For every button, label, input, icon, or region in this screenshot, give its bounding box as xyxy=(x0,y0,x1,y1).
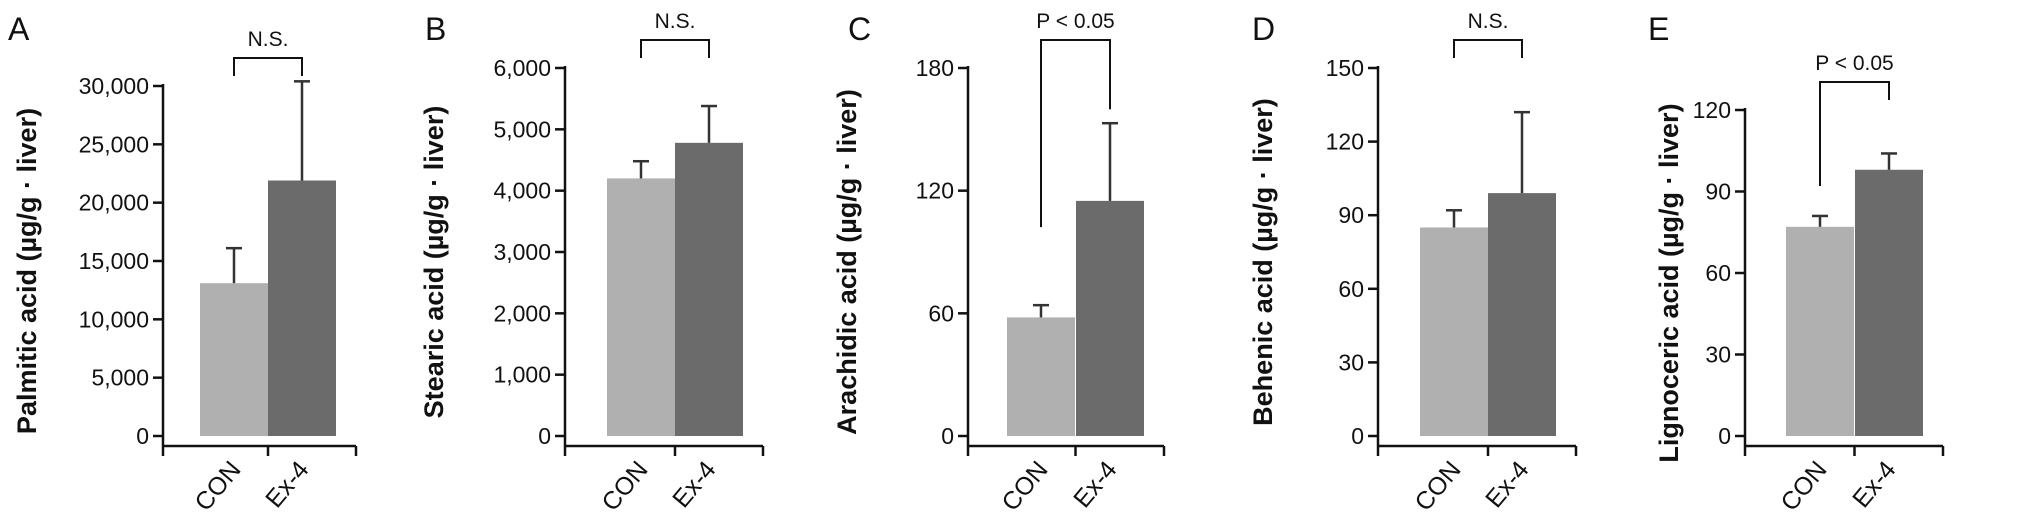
bar-con xyxy=(1786,226,1854,436)
category-label: CON xyxy=(1775,456,1832,517)
y-tick-label: 120 xyxy=(1326,129,1364,155)
bar-con xyxy=(607,178,675,436)
y-tick-label: 30 xyxy=(1338,349,1364,375)
significance-bracket xyxy=(1819,81,1890,186)
y-tick-label: 0 xyxy=(136,423,149,449)
y-axis-label: Lignoceric acid (µg/g · liver) xyxy=(1654,103,1684,462)
y-tick-label: 180 xyxy=(916,55,954,81)
significance-label: N.S. xyxy=(1468,10,1509,33)
panel-letter: B xyxy=(425,11,446,47)
y-tick-label: 120 xyxy=(916,178,954,204)
significance-bracket xyxy=(640,39,710,58)
y-tick-label: 10,000 xyxy=(79,306,149,332)
chart-panel-b: B Stearic acid (µg/g · liver) 0 1,000 2,000 3… xyxy=(419,10,765,517)
significance-label: N.S. xyxy=(655,10,696,33)
bar-con xyxy=(1420,227,1488,436)
significance-label: P < 0.05 xyxy=(1036,10,1114,33)
panel-letter: D xyxy=(1252,11,1275,47)
y-tick-label: 60 xyxy=(1705,260,1731,286)
y-tick-label: 6,000 xyxy=(493,55,551,81)
y-tick-label: 150 xyxy=(1326,55,1364,81)
y-tick-label: 30 xyxy=(1705,342,1731,368)
y-tick-label: 90 xyxy=(1705,179,1731,205)
category-label: Ex-4 xyxy=(1847,456,1902,513)
bar-ex-4 xyxy=(268,180,336,436)
panel-letter: C xyxy=(848,11,871,47)
y-tick-label: 25,000 xyxy=(79,131,149,157)
y-tick-label: 60 xyxy=(928,300,954,326)
bar-ex-4 xyxy=(1855,169,1923,436)
significance-bracket xyxy=(1040,39,1111,228)
category-label: Ex-4 xyxy=(1480,456,1535,513)
panel-letter: E xyxy=(1648,11,1669,47)
y-tick-label: 30,000 xyxy=(79,73,149,99)
category-label: Ex-4 xyxy=(1068,456,1123,513)
y-tick-label: 0 xyxy=(941,423,954,449)
category-label: CON xyxy=(996,456,1053,517)
y-tick-label: 5,000 xyxy=(91,365,149,391)
y-tick-label: 120 xyxy=(1693,97,1731,123)
bar-ex-4 xyxy=(675,142,743,436)
chart-panel-d: D Behenic acid (µg/g · liver) 0 30 60 90 120 15… xyxy=(1248,10,1578,517)
y-tick-label: 1,000 xyxy=(493,362,551,388)
y-tick-label: 90 xyxy=(1338,202,1364,228)
significance-label: N.S. xyxy=(248,28,289,51)
bar-ex-4 xyxy=(1488,193,1556,436)
category-label: Ex-4 xyxy=(260,456,315,513)
y-tick-label: 2,000 xyxy=(493,300,551,326)
panel-letter: A xyxy=(8,11,30,47)
significance-bracket xyxy=(233,57,303,76)
category-label: CON xyxy=(596,456,653,517)
chart-panel-a: A Palmitic acid (µg/g · liver) 0 5,000 10,00… xyxy=(8,11,358,517)
y-axis-label: Behenic acid (µg/g · liver) xyxy=(1248,98,1278,426)
y-tick-label: 0 xyxy=(538,423,551,449)
y-tick-label: 0 xyxy=(1351,423,1364,449)
chart-panel-c: C Arachidic acid (µg/g · liver) 0 60 120 180 C… xyxy=(832,10,1166,517)
significance-label: P < 0.05 xyxy=(1815,52,1893,75)
y-axis-label: Arachidic acid (µg/g · liver) xyxy=(832,89,862,435)
y-tick-label: 0 xyxy=(1718,423,1731,449)
y-tick-label: 60 xyxy=(1338,276,1364,302)
category-label: Ex-4 xyxy=(667,456,722,513)
y-axis-label: Stearic acid (µg/g · liver) xyxy=(419,106,449,419)
bar-ex-4 xyxy=(1076,200,1144,436)
bar-con xyxy=(200,283,268,436)
significance-bracket xyxy=(1453,39,1523,58)
category-label: CON xyxy=(189,456,246,517)
bar-con xyxy=(1007,317,1075,436)
chart-panel-e: E Lignoceric acid (µg/g · liver) 0 30 60 90 12… xyxy=(1648,11,1945,517)
category-label: CON xyxy=(1409,456,1466,517)
y-tick-label: 15,000 xyxy=(79,248,149,274)
y-tick-label: 4,000 xyxy=(493,178,551,204)
y-tick-label: 20,000 xyxy=(79,190,149,216)
y-tick-label: 5,000 xyxy=(493,116,551,142)
y-axis-label: Palmitic acid (µg/g · liver) xyxy=(12,108,42,434)
y-tick-label: 3,000 xyxy=(493,239,551,265)
